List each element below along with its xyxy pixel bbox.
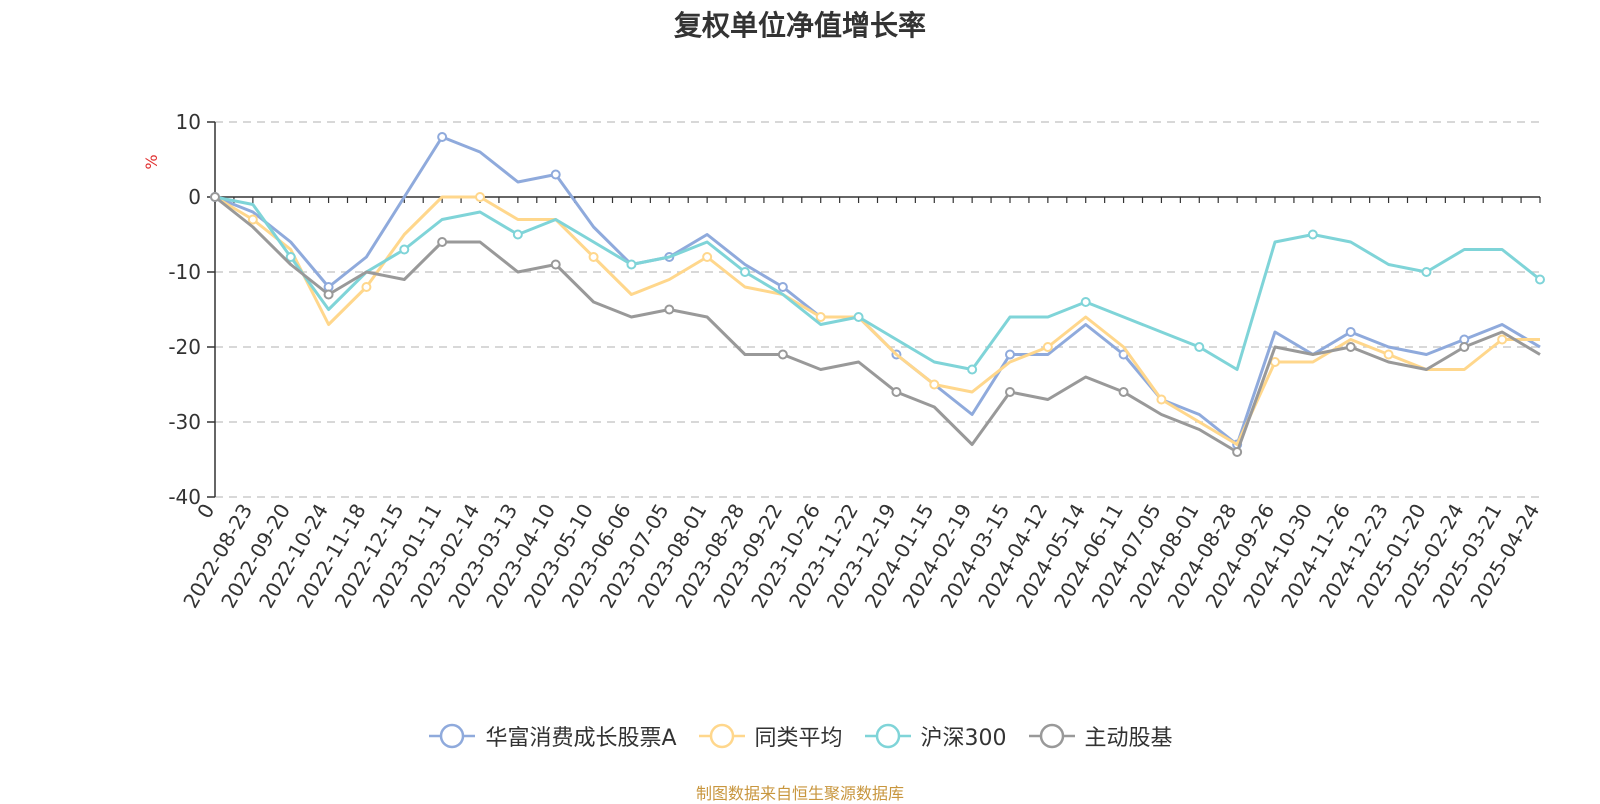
y-axis-unit: % (142, 154, 161, 169)
data-point (1005, 387, 1015, 397)
legend-item[interactable]: 沪深300 (863, 720, 1007, 752)
data-point (1383, 349, 1394, 360)
data-point (1156, 394, 1167, 405)
y-tick-label: 10 (176, 110, 201, 134)
data-point (664, 304, 675, 315)
legend-label: 主动股基 (1084, 726, 1173, 751)
series-line-0 (214, 135, 1541, 446)
legend-item[interactable]: 主动股基 (1027, 720, 1173, 752)
source-note: 制图数据来自恒生聚源数据库 (695, 784, 904, 803)
data-point (1232, 447, 1243, 457)
data-point (1042, 342, 1053, 352)
legend-swatch-icon (1028, 723, 1075, 749)
data-point (1497, 334, 1508, 345)
data-point (967, 364, 978, 375)
data-point (399, 244, 410, 255)
y-tick-label: -40 (168, 485, 201, 509)
legend-label: 沪深300 (920, 726, 1007, 751)
legend: 华富消费成长股票A 同类平均 沪深300 主动股基 (0, 720, 1600, 752)
data-point (1005, 349, 1015, 360)
y-tick-label: 0 (188, 185, 201, 209)
line-chart: %100-10-20-30-4002022-08-232022-09-20202… (142, 110, 1545, 612)
data-point (1421, 267, 1432, 277)
data-point (626, 259, 637, 270)
y-tick-label: -20 (168, 335, 201, 359)
data-point (1307, 229, 1318, 240)
data-point (550, 169, 561, 180)
data-point (777, 282, 788, 292)
data-point (1194, 342, 1205, 352)
data-point (929, 379, 940, 390)
data-point (285, 252, 296, 262)
y-tick-label: -30 (168, 410, 201, 434)
data-point (1345, 327, 1356, 337)
data-point (1270, 357, 1280, 367)
legend-swatch-icon (429, 723, 476, 749)
data-point (361, 282, 372, 292)
data-point (815, 312, 826, 322)
y-tick-label: -10 (168, 260, 201, 284)
series-line-3 (214, 195, 1541, 454)
data-point (1080, 297, 1091, 307)
data-point (702, 252, 713, 262)
legend-swatch-icon (864, 723, 911, 749)
data-point (323, 289, 334, 300)
series-line-2 (214, 195, 1541, 371)
x-tick-label: 0 (192, 500, 219, 523)
data-point (210, 192, 220, 202)
legend-swatch-icon (698, 723, 745, 749)
data-point (550, 259, 561, 270)
legend-item[interactable]: 同类平均 (697, 720, 843, 752)
data-point (588, 252, 599, 262)
data-point (437, 237, 448, 247)
data-point (512, 229, 523, 240)
data-point (777, 349, 788, 360)
data-point (1345, 342, 1356, 352)
data-point (853, 312, 864, 322)
data-point (740, 267, 750, 277)
legend-item[interactable]: 华富消费成长股票A (427, 720, 677, 752)
data-point (247, 214, 258, 225)
data-point (437, 132, 448, 142)
data-point (891, 387, 902, 397)
series-line-1 (214, 195, 1540, 446)
data-point (1118, 387, 1129, 397)
legend-label: 同类平均 (754, 726, 843, 751)
data-point (475, 192, 485, 202)
chart-title: 复权单位净值增长率 (673, 9, 926, 42)
data-point (1459, 342, 1470, 352)
legend-label: 华富消费成长股票A (485, 726, 677, 751)
data-point (1535, 274, 1545, 285)
